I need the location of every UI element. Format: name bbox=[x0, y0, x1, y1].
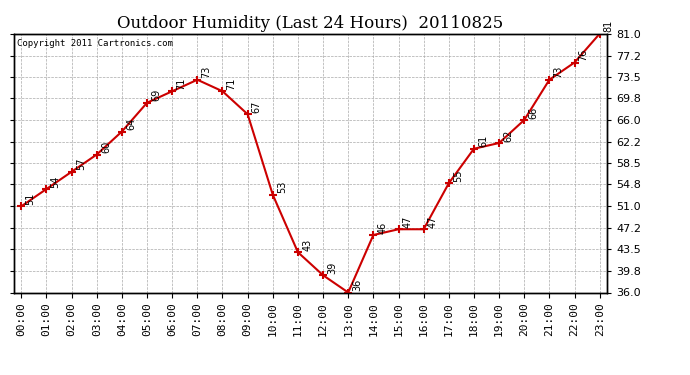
Text: 62: 62 bbox=[503, 129, 513, 142]
Text: 61: 61 bbox=[478, 135, 488, 147]
Text: 73: 73 bbox=[553, 66, 564, 78]
Text: 46: 46 bbox=[377, 221, 388, 234]
Text: 69: 69 bbox=[151, 89, 161, 101]
Text: 36: 36 bbox=[353, 279, 362, 291]
Text: 60: 60 bbox=[101, 141, 111, 153]
Text: 54: 54 bbox=[50, 175, 61, 188]
Text: 76: 76 bbox=[579, 49, 589, 61]
Text: 73: 73 bbox=[201, 66, 212, 78]
Text: 57: 57 bbox=[76, 158, 86, 170]
Title: Outdoor Humidity (Last 24 Hours)  20110825: Outdoor Humidity (Last 24 Hours) 2011082… bbox=[117, 15, 504, 32]
Text: 53: 53 bbox=[277, 181, 287, 194]
Text: 71: 71 bbox=[177, 78, 186, 90]
Text: 67: 67 bbox=[252, 100, 262, 113]
Text: 64: 64 bbox=[126, 118, 136, 130]
Text: 47: 47 bbox=[428, 216, 438, 228]
Text: 71: 71 bbox=[226, 78, 237, 90]
Text: 51: 51 bbox=[26, 192, 35, 205]
Text: 81: 81 bbox=[604, 20, 614, 32]
Text: 47: 47 bbox=[403, 216, 413, 228]
Text: 43: 43 bbox=[302, 238, 312, 251]
Text: 39: 39 bbox=[327, 262, 337, 274]
Text: Copyright 2011 Cartronics.com: Copyright 2011 Cartronics.com bbox=[17, 39, 172, 48]
Text: 66: 66 bbox=[529, 106, 538, 118]
Text: 55: 55 bbox=[453, 170, 463, 182]
